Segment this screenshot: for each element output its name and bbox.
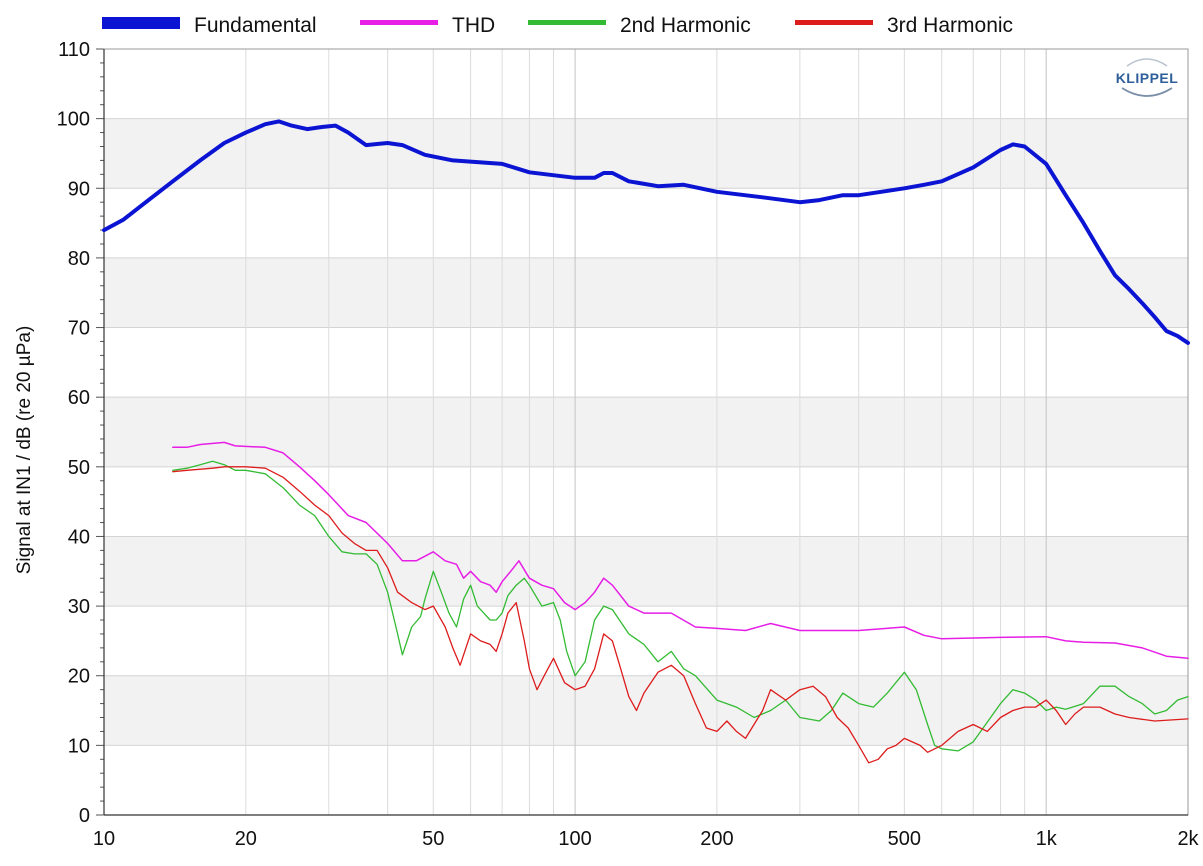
y-tick-label: 90 (68, 178, 90, 200)
background-band (104, 536, 1188, 607)
logo-text: KLIPPEL (1116, 70, 1179, 86)
legend-2nd-harmonic-label: 2nd Harmonic (620, 14, 751, 37)
y-tick-label: 50 (68, 457, 90, 479)
y-tick-label: 100 (57, 109, 90, 131)
series-line-2nd-harmonic (172, 460, 1189, 752)
x-tick-label: 1k (1036, 828, 1058, 850)
legend-3rd-harmonic-label: 3rd Harmonic (887, 14, 1013, 37)
background-band (104, 257, 1188, 328)
y-tick-label: 0 (79, 805, 90, 827)
legend-3rd-harmonic-swatch (795, 20, 873, 25)
x-tick-label: 2k (1177, 828, 1199, 850)
x-tick-label: 50 (422, 828, 444, 850)
legend-thd-label: THD (452, 14, 495, 37)
y-tick-label: 80 (68, 248, 90, 270)
series-line-thd (172, 441, 1189, 660)
x-tick-label: 20 (235, 828, 257, 850)
legend-2nd-harmonic-swatch (528, 20, 606, 25)
x-tick-label: 200 (700, 828, 733, 850)
legend-fundamental-swatch (102, 17, 180, 29)
x-tick-label: 10 (93, 828, 115, 850)
background-band (104, 49, 1188, 119)
x-tick-label: 100 (558, 828, 591, 850)
background-band (104, 327, 1188, 398)
legend: Fundamental THD 2nd Harmonic 3rd Harmonic (102, 14, 1013, 37)
background-band (104, 466, 1188, 537)
y-tick-label: 70 (68, 318, 90, 340)
y-axis-label: Signal at IN1 / dB (re 20 µPa) (14, 326, 35, 575)
background-band (104, 188, 1188, 258)
y-tick-label: 30 (68, 596, 90, 618)
background-band (104, 675, 1188, 746)
series-line-3rd-harmonic (172, 466, 1189, 764)
logo-swoosh (1121, 87, 1173, 97)
series-line-fundamental (102, 119, 1190, 345)
x-tick-label: 500 (888, 828, 921, 850)
y-tick-label: 110 (58, 39, 90, 61)
legend-fundamental-label: Fundamental (194, 14, 317, 37)
background-bands (104, 49, 1188, 815)
background-band (104, 745, 1188, 815)
y-tick-label: 40 (68, 526, 90, 548)
y-tick-label: 60 (68, 387, 90, 409)
klippel-logo: KLIPPEL (1116, 58, 1179, 97)
y-tick-label: 20 (68, 666, 90, 688)
y-tick-label: 10 (68, 735, 90, 757)
background-band (104, 397, 1188, 467)
background-band (104, 118, 1188, 189)
logo-swoosh (1126, 58, 1168, 67)
series-lines (102, 119, 1190, 764)
legend-thd-swatch (360, 20, 438, 25)
background-band (104, 606, 1188, 676)
